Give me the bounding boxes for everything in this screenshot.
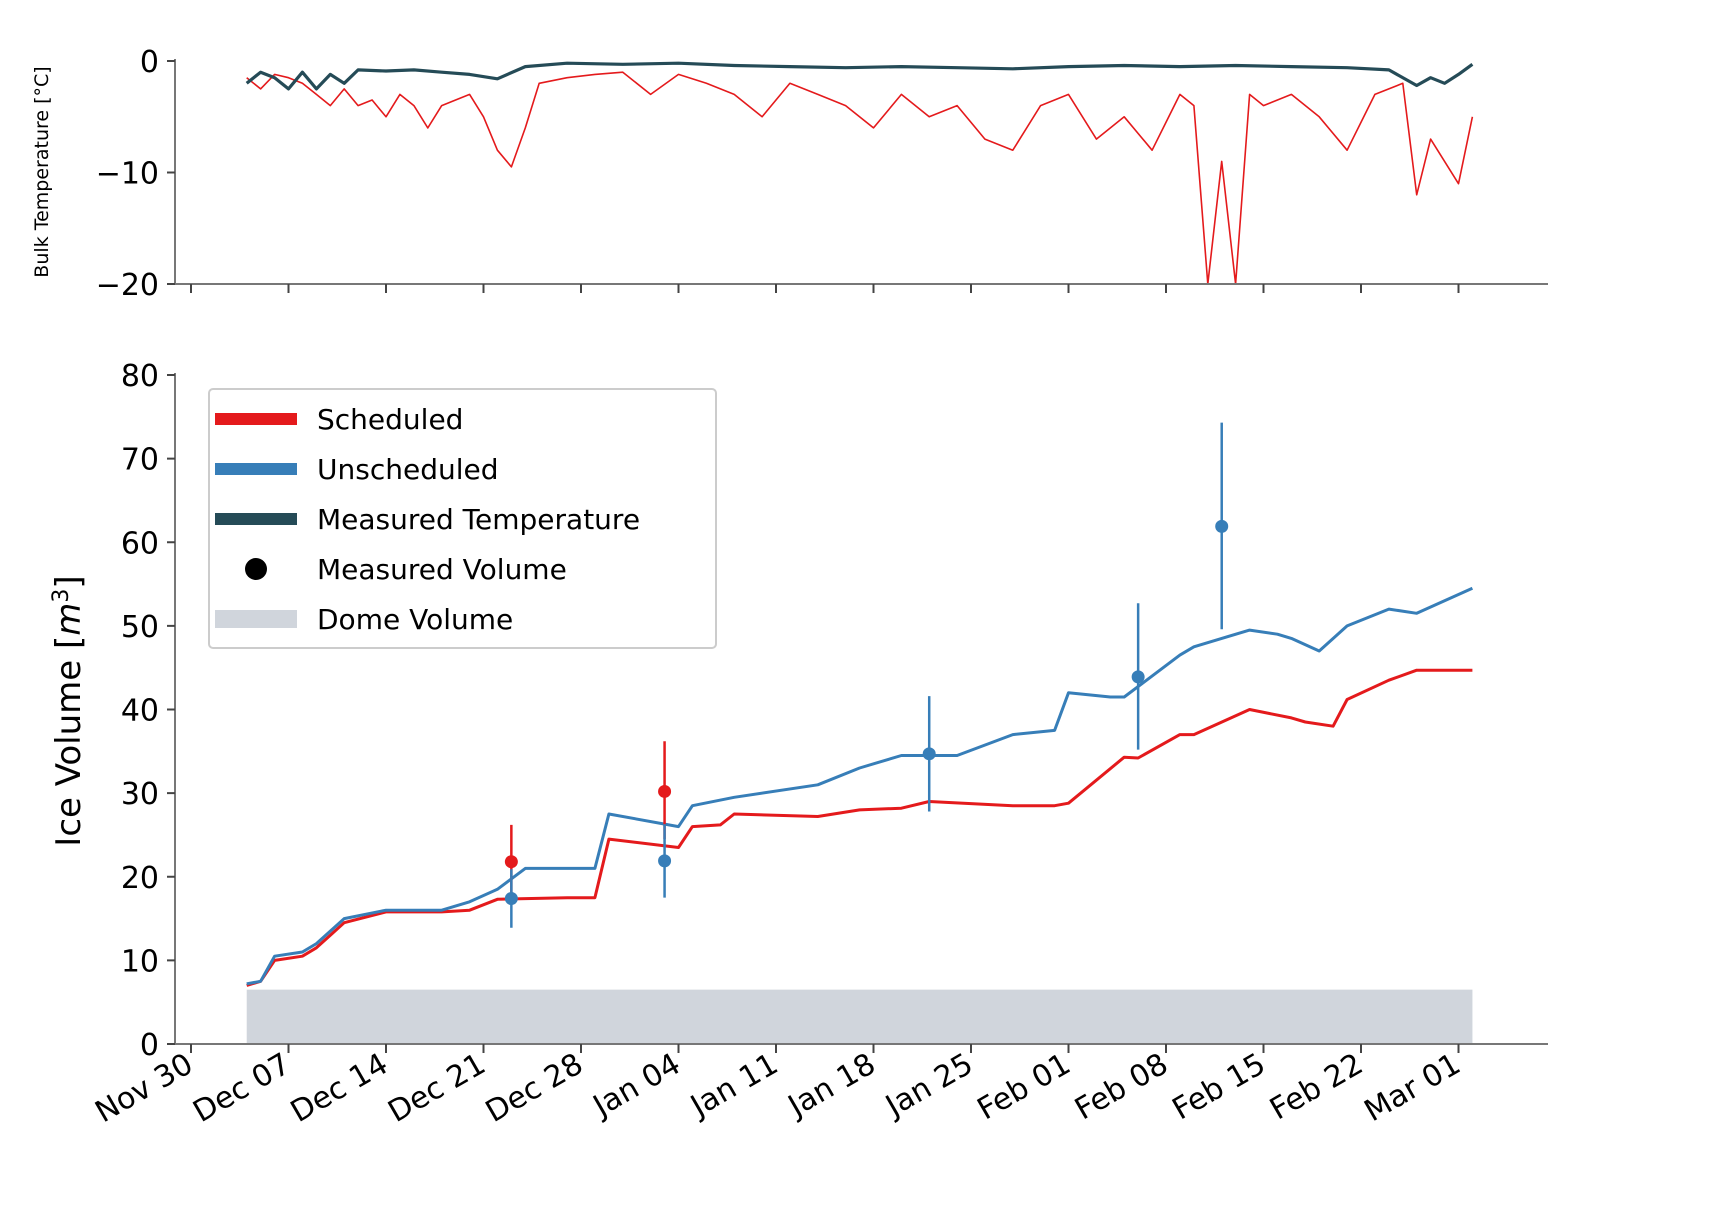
measured-volume-point (658, 854, 672, 868)
measured-volume-point (504, 891, 518, 905)
dome-volume-band (246, 989, 1473, 1044)
ice-volume-x-tick-label: Dec 07 (187, 1047, 296, 1130)
ice-volume-x-tick-label: Dec 14 (285, 1047, 394, 1130)
ice-volume-x-tick-label: Jan 25 (878, 1047, 979, 1125)
ice-volume-x-tick-label: Jan 18 (781, 1047, 882, 1125)
measured-volume-point (504, 855, 518, 869)
legend-swatch-dome-volume (215, 610, 297, 628)
ice-volume-y-tick-label: 50 (121, 610, 159, 645)
ice-volume-y-axis-label: Ice Volume [m3] (49, 575, 90, 846)
legend-label-dome-volume: Dome Volume (317, 603, 513, 636)
ice-volume-x-tick-label: Jan 11 (683, 1047, 784, 1125)
temperature-y-tick-label: −10 (96, 157, 159, 192)
ice-volume-x-tick-label: Feb 01 (972, 1047, 1077, 1128)
legend-label-scheduled: Scheduled (317, 403, 463, 436)
ice-volume-y-tick-label: 10 (121, 944, 159, 979)
ice-volume-line-scheduled (246, 668, 1473, 987)
measured-volume-group (504, 422, 1229, 928)
measured-volume-point (1131, 670, 1145, 684)
temperature-line-measured-temperature (245, 61, 1474, 91)
legend-frame (208, 388, 717, 649)
ice-volume-y-tick-label: 70 (121, 443, 159, 478)
ice-volume-x-tick-label: Feb 22 (1264, 1047, 1369, 1128)
temperature-y-tick-label: −20 (96, 268, 159, 303)
ice-volume-y-tick-label: 20 (121, 861, 159, 896)
ice-volume-x-tick-label: Jan 04 (586, 1047, 687, 1125)
measured-volume-point (922, 747, 936, 761)
temperature-axes: 0 −10 −20 (96, 45, 1548, 303)
temperature-line-scheduled (246, 71, 1474, 285)
temperature-y-axis-label: Bulk Temperature [°C] (31, 66, 53, 277)
ice-volume-y-tick-label: 30 (121, 777, 159, 812)
ice-volume-y-tick-label: 80 (121, 359, 159, 394)
ice-volume-x-tick-label: Dec 28 (480, 1047, 589, 1130)
ice-volume-x-tick-label: Mar 01 (1359, 1047, 1467, 1129)
ice-volume-series-group (246, 586, 1474, 987)
temperature-series-group (245, 61, 1474, 285)
measured-volume-point (658, 784, 672, 798)
legend: Scheduled Unscheduled Measured Temperature… (208, 388, 717, 649)
measured-volume-point (1215, 519, 1229, 533)
legend-label-measured-temperature: Measured Temperature (317, 503, 640, 536)
ice-volume-y-tick-label: 0 (140, 1028, 159, 1063)
legend-label-measured-volume: Measured Volume (317, 553, 567, 586)
ice-volume-y-tick-label: 60 (121, 526, 159, 561)
ice-volume-line-unscheduled (246, 586, 1474, 986)
ice-volume-x-tick-label: Feb 15 (1167, 1047, 1272, 1128)
temperature-y-tick-label: 0 (140, 45, 159, 80)
legend-label-unscheduled: Unscheduled (317, 453, 499, 486)
legend-swatch-measured-volume (245, 558, 267, 580)
dome-volume-band-group (246, 989, 1473, 1044)
temperature-panel: Bulk Temperature [°C] 0 −10 −20 (31, 45, 1548, 303)
ice-volume-x-tick-label: Feb 08 (1069, 1047, 1174, 1128)
ice-volume-x-tick-label: Dec 21 (382, 1047, 491, 1130)
ice-volume-y-tick-label: 40 (121, 694, 159, 729)
